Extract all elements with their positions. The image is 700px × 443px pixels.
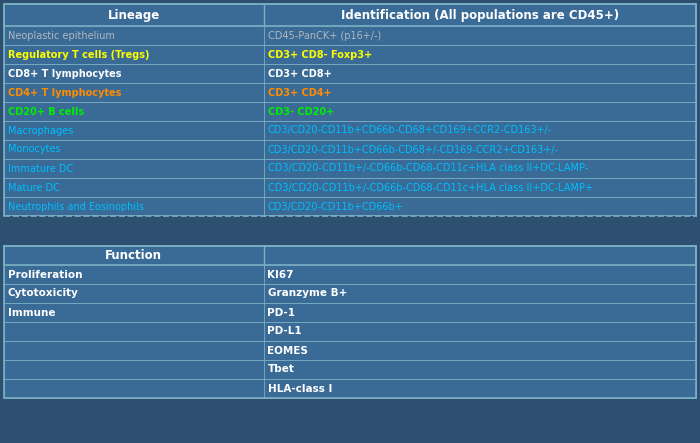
Bar [4, 216, 696, 246]
Text: CD20+ B cells: CD20+ B cells [8, 106, 84, 117]
Text: Cytotoxicity: Cytotoxicity [8, 288, 79, 299]
Text: CD3+ CD8+: CD3+ CD8+ [267, 69, 331, 78]
Text: CD3/CD20-CD11b+/-CD66b-CD68-CD11c+HLA class II+DC-LAMP-: CD3/CD20-CD11b+/-CD66b-CD68-CD11c+HLA cl… [267, 163, 588, 174]
Text: PD-L1: PD-L1 [267, 326, 302, 337]
Bar [4, 121, 696, 140]
Text: EOMES: EOMES [267, 346, 309, 355]
Text: CD3- CD20+: CD3- CD20+ [267, 106, 334, 117]
Text: Lineage: Lineage [108, 8, 160, 22]
Text: CD3/CD20-CD11b+/-CD66b-CD68-CD11c+HLA class II+DC-LAMP+: CD3/CD20-CD11b+/-CD66b-CD68-CD11c+HLA cl… [267, 183, 592, 193]
Text: CD45-PanCK+ (p16+/-): CD45-PanCK+ (p16+/-) [267, 31, 381, 40]
Bar [4, 265, 696, 284]
Text: CD3/CD20-CD11b+CD66b+: CD3/CD20-CD11b+CD66b+ [267, 202, 403, 211]
Bar [4, 197, 696, 216]
Bar [4, 140, 696, 159]
Bar [4, 45, 696, 64]
Text: Identification (All populations are CD45+): Identification (All populations are CD45… [341, 8, 619, 22]
Text: Monocytes: Monocytes [8, 144, 61, 155]
Text: Regulatory T cells (Tregs): Regulatory T cells (Tregs) [8, 50, 150, 59]
Bar [4, 322, 696, 341]
Text: Granzyme B+: Granzyme B+ [267, 288, 347, 299]
Text: KI67: KI67 [267, 269, 294, 280]
Bar [4, 4, 696, 26]
Text: Immature DC: Immature DC [8, 163, 74, 174]
Bar [4, 284, 696, 303]
Text: Immune: Immune [8, 307, 55, 318]
Text: Macrophages: Macrophages [8, 125, 74, 136]
Bar [4, 102, 696, 121]
Bar [4, 178, 696, 197]
Text: Function: Function [105, 249, 162, 262]
Text: Neutrophils and Eosinophils: Neutrophils and Eosinophils [8, 202, 144, 211]
Text: CD3/CD20-CD11b+CD66b-CD68+/-CD169-CCR2+CD163+/-: CD3/CD20-CD11b+CD66b-CD68+/-CD169-CCR2+C… [267, 144, 559, 155]
Bar [4, 83, 696, 102]
Bar [4, 26, 696, 45]
Text: PD-1: PD-1 [267, 307, 295, 318]
Text: CD4+ T lymphocytes: CD4+ T lymphocytes [8, 88, 121, 97]
Text: CD3+ CD8- Foxp3+: CD3+ CD8- Foxp3+ [267, 50, 372, 59]
Bar [4, 4, 696, 216]
Bar [4, 159, 696, 178]
Text: CD3/CD20-CD11b+CD66b-CD68+CD169+CCR2-CD163+/-: CD3/CD20-CD11b+CD66b-CD68+CD169+CCR2-CD1… [267, 125, 552, 136]
Text: Mature DC: Mature DC [8, 183, 60, 193]
Text: HLA-class I: HLA-class I [267, 384, 332, 393]
Bar [4, 303, 696, 322]
Text: Neoplastic epithelium: Neoplastic epithelium [8, 31, 115, 40]
Text: Tbet: Tbet [267, 365, 295, 374]
Text: CD8+ T lymphocytes: CD8+ T lymphocytes [8, 69, 122, 78]
Bar [4, 360, 696, 379]
Bar [4, 379, 696, 398]
Bar [4, 64, 696, 83]
Text: Proliferation: Proliferation [8, 269, 83, 280]
Bar [4, 341, 696, 360]
Bar [4, 246, 696, 398]
Text: CD3+ CD4+: CD3+ CD4+ [267, 88, 331, 97]
Bar [4, 246, 696, 265]
